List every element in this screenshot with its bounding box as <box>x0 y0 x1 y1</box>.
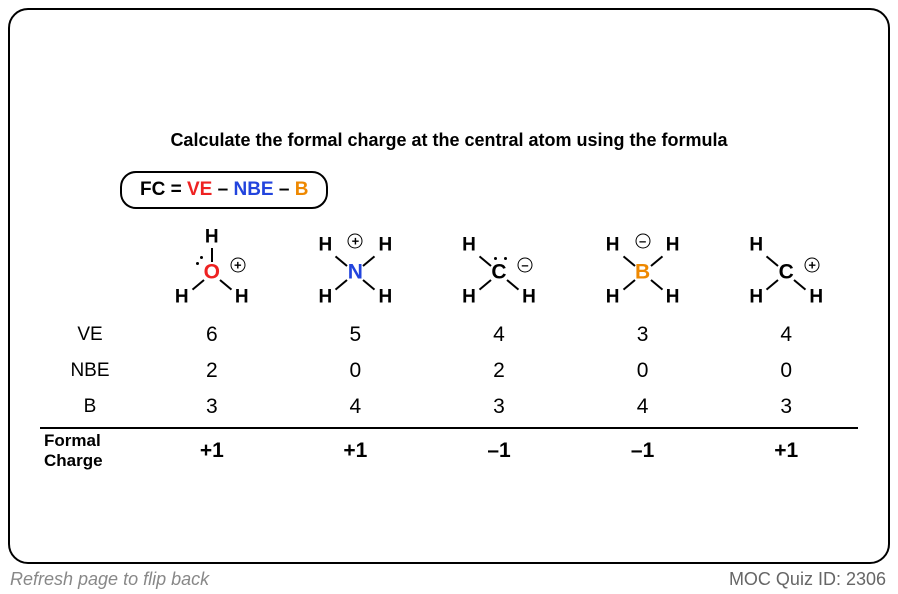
bond <box>794 279 807 290</box>
formula-prefix: FC = <box>140 179 187 200</box>
ve-5: 4 <box>714 317 858 353</box>
formula-sep1: – <box>212 179 233 200</box>
bond <box>211 248 213 262</box>
hydrogen-atom: H <box>175 288 189 307</box>
molecule-2: NH H H H + <box>284 227 428 317</box>
b-3: 3 <box>427 389 571 425</box>
molecule-5: CH H H + <box>714 227 858 317</box>
bond <box>650 256 663 267</box>
row-label-ve: VE <box>40 318 140 352</box>
quiz-card: Calculate the formal charge at the centr… <box>8 8 890 564</box>
ve-1: 6 <box>140 317 284 353</box>
central-atom: C <box>779 262 794 283</box>
molecule-3: CH H H – <box>427 227 571 317</box>
lone-pair-dot <box>200 256 203 259</box>
hydrogen-atom: H <box>522 288 536 307</box>
charge-symbol: + <box>230 258 245 273</box>
charge-symbol: – <box>635 234 650 249</box>
hydrogen-atom: H <box>319 288 333 307</box>
ve-3: 4 <box>427 317 571 353</box>
bond <box>363 256 376 267</box>
hydrogen-atom: H <box>205 228 219 247</box>
hydrogen-atom: H <box>462 288 476 307</box>
fc-1: +1 <box>140 429 284 473</box>
b-2: 4 <box>284 389 428 425</box>
nbe-5: 0 <box>714 353 858 389</box>
hydrogen-atom: H <box>379 236 393 255</box>
fc-4: –1 <box>571 429 715 473</box>
hydrogen-atom: H <box>462 236 476 255</box>
bond <box>622 279 635 290</box>
bond <box>622 256 635 267</box>
nbe-3: 2 <box>427 353 571 389</box>
instruction-title: Calculate the formal charge at the centr… <box>40 130 858 151</box>
central-atom: B <box>635 262 650 283</box>
bond <box>219 279 232 290</box>
hydrogen-atom: H <box>749 236 763 255</box>
hydrogen-atom: H <box>235 288 249 307</box>
hydrogen-atom: H <box>379 288 393 307</box>
fc-2: +1 <box>284 429 428 473</box>
bond <box>766 279 779 290</box>
row-label-b: B <box>40 390 140 424</box>
bond <box>192 279 205 290</box>
hydrogen-atom: H <box>606 288 620 307</box>
b-5: 3 <box>714 389 858 425</box>
fc-5: +1 <box>714 429 858 473</box>
row-label-fc: FormalCharge <box>40 431 140 472</box>
hydrogen-atom: H <box>666 236 680 255</box>
hydrogen-atom: H <box>666 288 680 307</box>
molecule-4: BHHHH– <box>571 227 715 317</box>
b-1: 3 <box>140 389 284 425</box>
charge-symbol: – <box>517 258 532 273</box>
row-label-nbe: NBE <box>40 354 140 388</box>
lone-pair-dot <box>196 262 199 265</box>
nbe-4: 0 <box>571 353 715 389</box>
formula-nbe: NBE <box>233 179 273 200</box>
b-4: 4 <box>571 389 715 425</box>
nbe-1: 2 <box>140 353 284 389</box>
bond <box>335 279 348 290</box>
bond <box>479 279 492 290</box>
formula-b: B <box>295 179 309 200</box>
central-atom: O <box>204 262 220 283</box>
formula-sep2: – <box>274 179 295 200</box>
ve-4: 3 <box>571 317 715 353</box>
bond <box>479 256 492 267</box>
molecule-1: OH H H + <box>140 227 284 317</box>
bond <box>363 279 376 290</box>
bond <box>506 279 519 290</box>
formula-ve: VE <box>187 179 212 200</box>
quiz-id: MOC Quiz ID: 2306 <box>729 569 886 590</box>
refresh-hint: Refresh page to flip back <box>10 569 209 590</box>
molecule-row-spacer <box>40 266 140 278</box>
hydrogen-atom: H <box>606 236 620 255</box>
ve-2: 5 <box>284 317 428 353</box>
lone-pair-dot <box>504 257 507 260</box>
bond <box>335 256 348 267</box>
central-atom: C <box>491 262 506 283</box>
nbe-2: 0 <box>284 353 428 389</box>
hydrogen-atom: H <box>319 236 333 255</box>
charge-table: OHHH+ NHHHH+ CHHH– BHHHH– CHHH+ VE 6 5 4… <box>40 227 858 473</box>
bond <box>650 279 663 290</box>
fc-3: –1 <box>427 429 571 473</box>
charge-symbol: + <box>348 234 363 249</box>
content: Calculate the formal charge at the centr… <box>40 130 858 473</box>
central-atom: N <box>348 262 363 283</box>
formula-box: FC = VE – NBE – B <box>120 171 328 209</box>
hydrogen-atom: H <box>749 288 763 307</box>
lone-pair-dot <box>494 257 497 260</box>
charge-symbol: + <box>805 258 820 273</box>
bond <box>766 256 779 267</box>
hydrogen-atom: H <box>809 288 823 307</box>
